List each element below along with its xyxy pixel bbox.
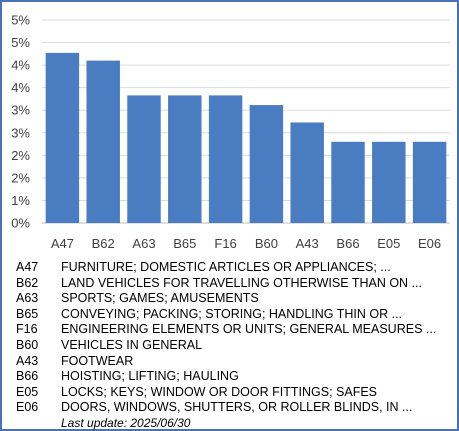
x-tick-label: B65 [173,236,196,251]
legend-description: FOOTWEAR [61,353,134,368]
bar-f16 [208,95,243,223]
legend-row: A47 FURNITURE; DOMESTIC ARTICLES OR APPLI… [16,260,446,276]
legend-code: B65 [16,306,39,321]
legend: A47 FURNITURE; DOMESTIC ARTICLES OR APPLI… [16,260,446,431]
legend-description: DOORS, WINDOWS, SHUTTERS, OR ROLLER BLIN… [61,400,413,415]
legend-row: B66 HOISTING; LIFTING; HAULING [16,369,446,385]
legend-row: B62 LAND VEHICLES FOR TRAVELLING OTHERWIS… [16,276,446,292]
x-tick-label: B66 [336,236,359,251]
legend-code: A63 [16,291,39,306]
legend-code: E06 [16,400,39,415]
x-tick-label: E05 [377,236,400,251]
legend-description: LOCKS; KEYS; WINDOW OR DOOR FITTINGS; SA… [61,384,378,399]
y-tick-label: 0% [11,216,30,231]
x-tick-label: A63 [132,236,155,251]
legend-description: ENGINEERING ELEMENTS OR UNITS; GENERAL M… [61,322,437,337]
x-tick-label: B60 [255,236,278,251]
y-tick-label: 4% [11,58,30,73]
legend-code: B66 [16,369,39,384]
x-tick-label: A47 [51,236,74,251]
x-tick-label: B62 [92,236,115,251]
legend-code: A43 [16,353,39,368]
legend-row: A63 SPORTS; GAMES; AMUSEMENTS [16,291,446,307]
y-tick-label: 3% [11,103,30,118]
legend-code: A47 [16,260,39,274]
x-tick-label: A43 [296,236,319,251]
x-tick-label: E06 [418,236,441,251]
legend-code: F16 [16,322,38,337]
x-axis-ticks: A47 B62 A63 B65 F16 B60 A43 B66 E05 E06 [51,236,441,251]
bar-chart: 0%1%2%2%3%3%4%4%5%5% A47 B62 A63 B65 F16 B60 A… [11,13,450,251]
y-tick-label: 5% [11,13,30,28]
legend-description: FURNITURE; DOMESTIC ARTICLES OR APPLIANC… [61,260,391,274]
legend-row: B65 CONVEYING; PACKING; STORING; HANDLING… [16,307,446,323]
legend-code: B60 [16,337,39,352]
bar-b62 [86,60,120,223]
bar-b65 [168,95,202,223]
legend-description: SPORTS; GAMES; AMUSEMENTS [61,291,259,306]
bar-e05 [372,141,406,223]
legend-description: CONVEYING; PACKING; STORING; HANDLING TH… [61,306,403,321]
y-axis-ticks: 0% 1% 2% 2% 3% 3% 4% 4% 5% 5% [11,13,30,231]
legend-row: F16 ENGINEERING ELEMENTS OR UNITS; GENERA… [16,322,446,338]
legend-row: A43 FOOTWEAR [16,354,446,370]
bar-b66 [331,141,365,223]
legend-row: E06 DOORS, WINDOWS, SHUTTERS, OR ROLLER B… [16,400,446,416]
legend-row: B60 VEHICLES IN GENERAL [16,338,446,354]
legend-description: LAND VEHICLES FOR TRAVELLING OTHERWISE T… [61,275,422,290]
last-update: Last update: 2025/06/30 [61,415,191,430]
legend-code: E05 [16,384,39,399]
bar-a47 [45,52,80,223]
y-tick-label: 2% [11,148,30,163]
legend-row: E05 LOCKS; KEYS; WINDOW OR DOOR FITTINGS;… [16,385,446,401]
y-tick-label: 5% [11,35,30,50]
y-tick-label: 1% [11,193,30,208]
x-tick-label: F16 [214,236,236,251]
bar-e06 [412,141,447,223]
legend-description: VEHICLES IN GENERAL [61,337,203,352]
legend-description: HOISTING; LIFTING; HAULING [61,369,239,384]
y-tick-label: 3% [11,125,30,140]
y-tick-label: 4% [11,80,30,95]
bar-b60 [249,105,284,223]
bar-a43 [290,122,324,223]
bar-a63 [127,95,161,223]
legend-code: B62 [16,275,39,290]
bars [45,52,447,223]
y-tick-label: 2% [11,170,30,185]
